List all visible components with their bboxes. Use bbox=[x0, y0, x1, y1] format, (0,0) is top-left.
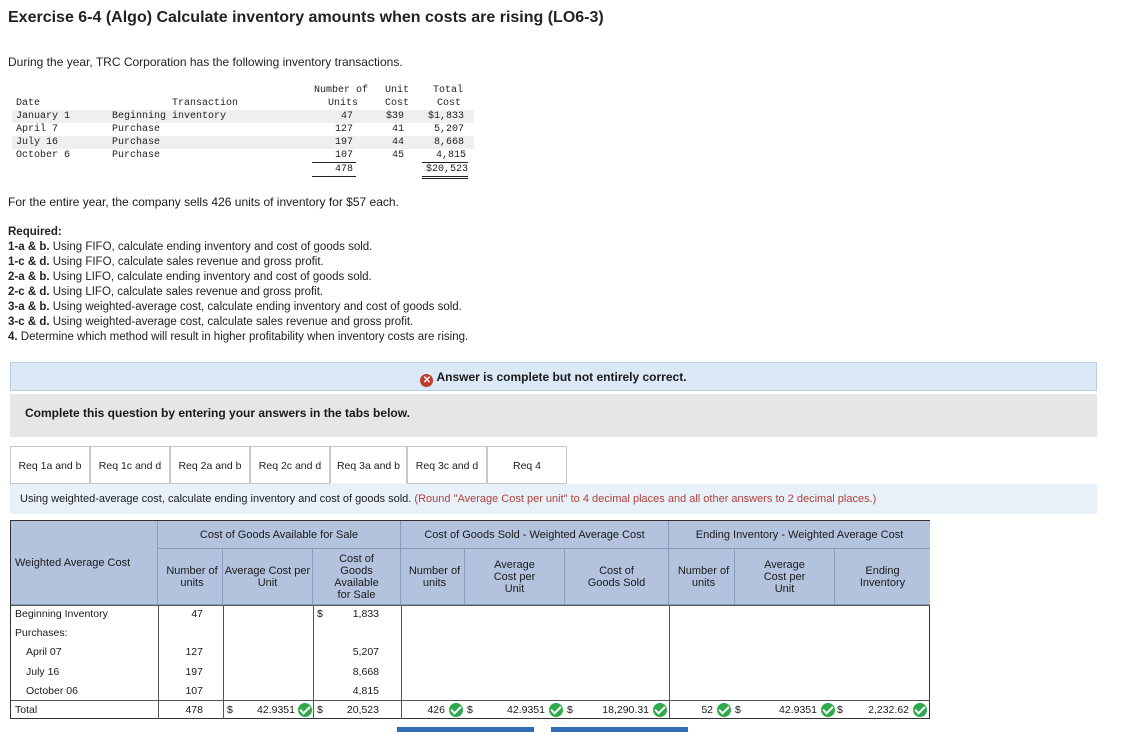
tab-req-3c-d[interactable]: Req 3c and d bbox=[407, 446, 487, 484]
col-date-header: Date bbox=[16, 98, 41, 109]
col-total-header-2: Cost bbox=[437, 98, 462, 109]
tab-req-2c-d[interactable]: Req 2c and d bbox=[250, 446, 330, 484]
required-item: 3-c & d. Using weighted-average cost, ca… bbox=[8, 316, 414, 328]
april-units: 127 bbox=[185, 646, 203, 658]
required-heading: Required: bbox=[8, 226, 62, 238]
currency-sign: $ bbox=[317, 704, 323, 716]
table-row: April 7 Purchase 127 41 5,207 bbox=[16, 124, 464, 135]
row-header: Weighted Average Cost bbox=[11, 521, 158, 605]
total-units: 478 bbox=[312, 162, 356, 177]
check-icon bbox=[717, 703, 731, 717]
instruction-bar: Using weighted-average cost, calculate e… bbox=[10, 484, 1097, 514]
col-units-header-1: Number of bbox=[314, 85, 369, 96]
intro-text: During the year, TRC Corporation has the… bbox=[8, 55, 403, 69]
currency-sign: $ bbox=[567, 704, 573, 716]
sold-avg-input[interactable]: 42.9351 bbox=[507, 704, 545, 716]
required-item: 1-c & d. Using FIFO, calculate sales rev… bbox=[8, 256, 324, 268]
col-ending: Ending Inventory bbox=[835, 549, 930, 605]
tab-req-3a-b[interactable]: Req 3a and b bbox=[330, 446, 407, 484]
col-end-avg: Average Cost per Unit bbox=[735, 549, 835, 605]
row-label-july: July 16 bbox=[26, 666, 60, 678]
check-icon bbox=[653, 703, 667, 717]
beginning-cost: 1,833 bbox=[352, 608, 379, 620]
tab-req-2a-b[interactable]: Req 2a and b bbox=[170, 446, 250, 484]
table-row: October 6 Purchase 107 45 4,815 bbox=[16, 150, 466, 161]
col-sold-units: Number of units bbox=[401, 549, 465, 605]
group-ending: Ending Inventory - Weighted Average Cost bbox=[669, 521, 930, 549]
row-label-april: April 07 bbox=[26, 646, 62, 658]
x-circle-icon: ✕ bbox=[420, 374, 434, 387]
required-item: 2-a & b. Using LIFO, calculate ending in… bbox=[8, 271, 372, 283]
col-end-units: Number of units bbox=[669, 549, 735, 605]
required-item: 2-c & d. Using LIFO, calculate sales rev… bbox=[8, 286, 324, 298]
total-cost-input[interactable]: 20,523 bbox=[346, 704, 379, 716]
table-row: January 1 Beginning inventory 47 $39 $1,… bbox=[12, 110, 474, 123]
instruction-text: Using weighted-average cost, calculate e… bbox=[20, 493, 412, 505]
row-label-purchases: Purchases: bbox=[15, 627, 68, 639]
prev-tab-button[interactable] bbox=[397, 727, 534, 732]
required-section: Required: 1-a & b. Using FIFO, calculate… bbox=[8, 225, 468, 345]
check-icon bbox=[821, 703, 835, 717]
october-units: 107 bbox=[185, 685, 203, 697]
april-cost: 5,207 bbox=[352, 646, 379, 658]
required-item: 1-a & b. Using FIFO, calculate ending in… bbox=[8, 241, 373, 253]
october-cost: 4,815 bbox=[352, 685, 379, 697]
check-icon bbox=[549, 703, 563, 717]
col-avg-cost-unit: Average Cost per Unit bbox=[223, 549, 313, 605]
sells-text: For the entire year, the company sells 4… bbox=[8, 195, 399, 209]
check-icon bbox=[449, 703, 463, 717]
weighted-average-grid: Weighted Average Cost Cost of Goods Avai… bbox=[10, 520, 930, 719]
complete-prompt: Complete this question by entering your … bbox=[10, 394, 1097, 437]
col-cogs: Cost of Goods Sold bbox=[565, 549, 669, 605]
end-avg-input[interactable]: 42.9351 bbox=[779, 704, 817, 716]
july-units: 197 bbox=[185, 666, 203, 678]
answer-status-text: Answer is complete but not entirely corr… bbox=[436, 370, 687, 384]
col-units-header-2: Units bbox=[328, 98, 359, 109]
currency-sign: $ bbox=[227, 704, 233, 716]
group-sold: Cost of Goods Sold - Weighted Average Co… bbox=[401, 521, 669, 549]
beginning-units: 47 bbox=[191, 608, 203, 620]
col-transaction-header: Transaction bbox=[172, 98, 239, 109]
currency-sign: $ bbox=[837, 704, 843, 716]
july-cost: 8,668 bbox=[352, 666, 379, 678]
col-sold-avg: Average Cost per Unit bbox=[465, 549, 565, 605]
page-title: Exercise 6-4 (Algo) Calculate inventory … bbox=[8, 9, 604, 26]
cogs-input[interactable]: 18,290.31 bbox=[602, 704, 649, 716]
table-row: July 16 Purchase 197 44 8,668 bbox=[12, 136, 474, 149]
tab-req-4[interactable]: Req 4 bbox=[487, 446, 567, 484]
row-label-beginning: Beginning Inventory bbox=[15, 608, 108, 620]
total-units-input[interactable]: 478 bbox=[185, 704, 203, 716]
col-total-header-1: Total bbox=[433, 85, 464, 96]
currency-sign: $ bbox=[467, 704, 473, 716]
group-available: Cost of Goods Available for Sale bbox=[158, 521, 401, 549]
required-item: 3-a & b. Using weighted-average cost, ca… bbox=[8, 301, 462, 313]
col-cost-header-1: Unit bbox=[385, 85, 410, 96]
tab-req-1c-d[interactable]: Req 1c and d bbox=[90, 446, 170, 484]
ending-input[interactable]: 2,232.62 bbox=[868, 704, 909, 716]
check-icon bbox=[298, 703, 312, 717]
currency-sign: $ bbox=[735, 704, 741, 716]
tab-req-1a-b[interactable]: Req 1a and b bbox=[10, 446, 90, 484]
required-item: 4. Determine which method will result in… bbox=[8, 331, 469, 343]
row-label-total: Total bbox=[15, 704, 38, 716]
sold-units-input[interactable]: 426 bbox=[427, 704, 445, 716]
total-avg-cost-input[interactable]: 42.9351 bbox=[257, 704, 295, 716]
row-label-october: October 06 bbox=[26, 685, 78, 697]
answer-status-bar: ✕ Answer is complete but not entirely cor… bbox=[10, 362, 1097, 391]
check-icon bbox=[913, 703, 927, 717]
col-number-units: Number of units bbox=[158, 549, 223, 605]
instruction-note: (Round "Average Cost per unit" to 4 deci… bbox=[414, 493, 877, 505]
currency-sign: $ bbox=[317, 608, 323, 620]
col-cost-header-2: Cost bbox=[385, 98, 410, 109]
end-units-input[interactable]: 52 bbox=[701, 704, 713, 716]
table-total-row: 478 $20,523 bbox=[12, 162, 474, 179]
next-tab-button[interactable] bbox=[551, 727, 688, 732]
col-cost-available: Cost of Goods Available for Sale bbox=[313, 549, 401, 605]
total-cost: $20,523 bbox=[422, 162, 468, 179]
